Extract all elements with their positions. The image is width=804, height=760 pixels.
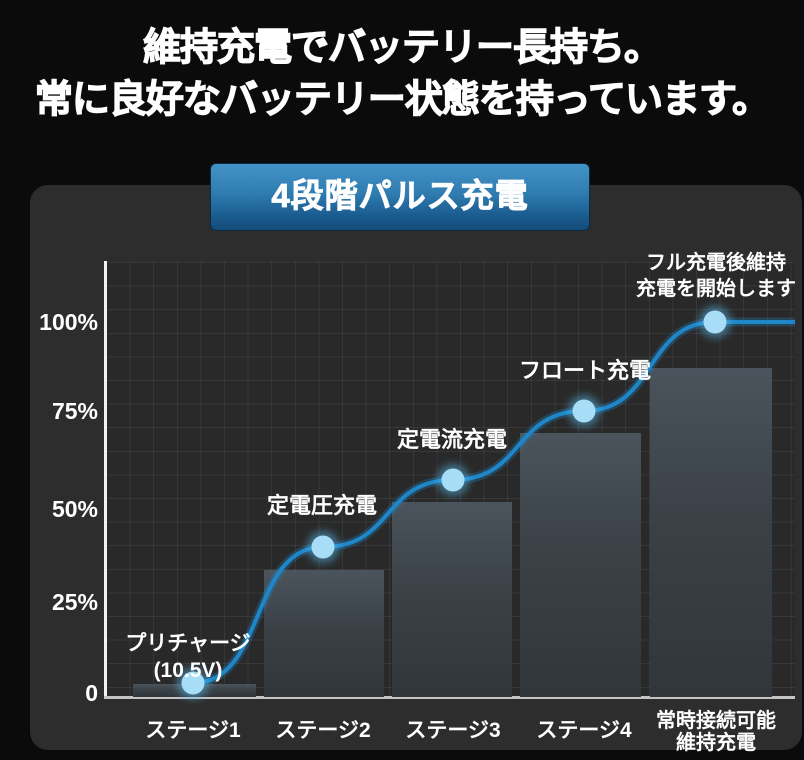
bar-stage4 bbox=[520, 433, 641, 697]
point-label-precharge: プリチャージ (10.5V) bbox=[125, 632, 251, 682]
point-label-constant-current: 定電流充電 bbox=[396, 427, 507, 452]
x-label-stage1: ステージ1 bbox=[145, 719, 241, 742]
data-point-stage1 bbox=[181, 671, 205, 695]
point-label-maintenance: フル充電後維持 充電を開始します bbox=[636, 252, 796, 300]
x-label-stage2: ステージ2 bbox=[275, 719, 371, 742]
y-tick-100: 100% bbox=[39, 309, 98, 335]
y-tick-0: 0 bbox=[85, 680, 98, 706]
x-label-stage3: ステージ3 bbox=[405, 719, 501, 742]
point-label-float-charge: フロート充電 bbox=[518, 358, 651, 383]
data-point-stage4 bbox=[572, 399, 596, 423]
x-label-stage4: ステージ4 bbox=[536, 719, 632, 742]
bar-stage2 bbox=[264, 570, 384, 697]
y-tick-50: 50% bbox=[51, 496, 98, 522]
data-point-stage2 bbox=[311, 535, 335, 559]
bar-stage3 bbox=[392, 502, 512, 697]
page-title-line2: 常に良好なバッテリー状態を持っています。 bbox=[34, 78, 771, 121]
data-points bbox=[181, 310, 727, 695]
data-point-stage3 bbox=[441, 468, 465, 492]
y-tick-75: 75% bbox=[51, 398, 98, 424]
x-label-maintenance: 常時接続可能 維持充電 bbox=[656, 710, 776, 754]
bar-stage5 bbox=[650, 368, 772, 697]
page-title-line1: 維持充電でバッテリー長持ち。 bbox=[142, 26, 662, 69]
stage-banner: 4段階パルス充電 bbox=[210, 163, 590, 231]
data-point-stage5 bbox=[703, 310, 727, 334]
y-axis-line bbox=[104, 261, 107, 699]
point-label-constant-voltage: 定電圧充電 bbox=[266, 493, 377, 518]
y-tick-25: 25% bbox=[51, 589, 98, 615]
x-axis-line bbox=[104, 696, 795, 699]
